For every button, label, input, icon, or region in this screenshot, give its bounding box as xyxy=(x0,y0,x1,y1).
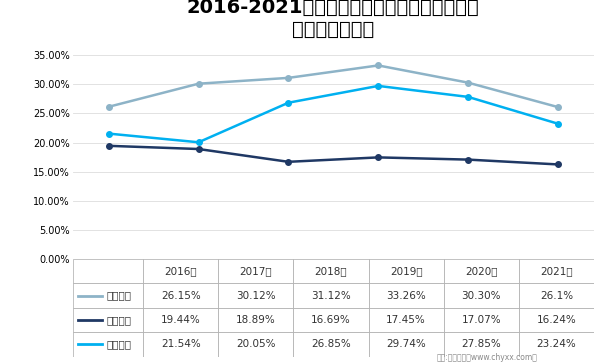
Text: 2020年: 2020年 xyxy=(465,266,498,276)
FancyBboxPatch shape xyxy=(368,259,444,283)
Text: 31.12%: 31.12% xyxy=(311,290,351,301)
FancyBboxPatch shape xyxy=(73,283,143,308)
Text: 2021年: 2021年 xyxy=(542,261,574,271)
Text: 16.69%: 16.69% xyxy=(311,315,351,325)
Text: 16.24%: 16.24% xyxy=(536,315,576,325)
Text: 三一重工: 三一重工 xyxy=(107,290,132,301)
Text: 30.12%: 30.12% xyxy=(236,290,276,301)
Text: 中联重科: 中联重科 xyxy=(107,340,132,349)
FancyBboxPatch shape xyxy=(519,308,594,332)
Title: 2016-2021年三一重工、徐工机械、中联重科
工程机械毛利率: 2016-2021年三一重工、徐工机械、中联重科 工程机械毛利率 xyxy=(187,0,480,39)
Text: 30.30%: 30.30% xyxy=(461,290,501,301)
FancyBboxPatch shape xyxy=(293,332,368,357)
FancyBboxPatch shape xyxy=(73,259,143,283)
Text: 29.74%: 29.74% xyxy=(386,340,426,349)
Text: 2016年: 2016年 xyxy=(92,261,125,271)
FancyBboxPatch shape xyxy=(444,259,519,283)
Text: 18.89%: 18.89% xyxy=(236,315,276,325)
Text: 2017年: 2017年 xyxy=(182,261,215,271)
FancyBboxPatch shape xyxy=(218,259,293,283)
Text: 2017年: 2017年 xyxy=(239,266,272,276)
Text: 17.07%: 17.07% xyxy=(461,315,501,325)
Text: 2019年: 2019年 xyxy=(390,266,422,276)
FancyBboxPatch shape xyxy=(519,283,594,308)
Text: 2020年: 2020年 xyxy=(452,261,484,271)
Text: 26.15%: 26.15% xyxy=(161,290,201,301)
FancyBboxPatch shape xyxy=(143,259,218,283)
FancyBboxPatch shape xyxy=(218,332,293,357)
FancyBboxPatch shape xyxy=(293,283,368,308)
FancyBboxPatch shape xyxy=(444,283,519,308)
Text: 制图:智研咨询（www.chyxx.com）: 制图:智研咨询（www.chyxx.com） xyxy=(436,353,537,362)
Text: 33.26%: 33.26% xyxy=(386,290,426,301)
Text: 26.1%: 26.1% xyxy=(540,290,573,301)
FancyBboxPatch shape xyxy=(368,283,444,308)
Text: 2018年: 2018年 xyxy=(272,261,305,271)
FancyBboxPatch shape xyxy=(368,332,444,357)
FancyBboxPatch shape xyxy=(218,283,293,308)
FancyBboxPatch shape xyxy=(73,332,143,357)
Text: 2021年: 2021年 xyxy=(540,266,573,276)
Text: 19.44%: 19.44% xyxy=(161,315,201,325)
Text: 2019年: 2019年 xyxy=(362,261,395,271)
FancyBboxPatch shape xyxy=(293,308,368,332)
FancyBboxPatch shape xyxy=(143,308,218,332)
Text: 2016年: 2016年 xyxy=(164,266,197,276)
FancyBboxPatch shape xyxy=(73,308,143,332)
Text: 徐工机械: 徐工机械 xyxy=(107,315,132,325)
FancyBboxPatch shape xyxy=(143,332,218,357)
FancyBboxPatch shape xyxy=(444,332,519,357)
Text: 23.24%: 23.24% xyxy=(536,340,576,349)
FancyBboxPatch shape xyxy=(143,283,218,308)
Text: 2018年: 2018年 xyxy=(315,266,347,276)
FancyBboxPatch shape xyxy=(368,308,444,332)
Text: 26.85%: 26.85% xyxy=(311,340,351,349)
FancyBboxPatch shape xyxy=(444,308,519,332)
FancyBboxPatch shape xyxy=(519,332,594,357)
Text: 27.85%: 27.85% xyxy=(461,340,501,349)
FancyBboxPatch shape xyxy=(293,259,368,283)
Text: 20.05%: 20.05% xyxy=(236,340,276,349)
FancyBboxPatch shape xyxy=(218,308,293,332)
Text: 17.45%: 17.45% xyxy=(386,315,426,325)
FancyBboxPatch shape xyxy=(519,259,594,283)
Text: 21.54%: 21.54% xyxy=(161,340,201,349)
